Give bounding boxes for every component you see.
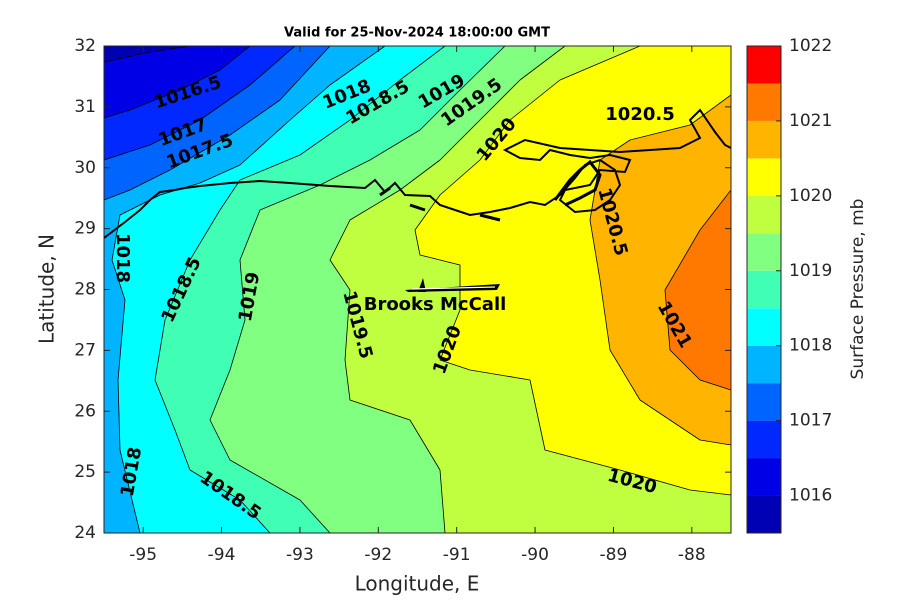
x-tick-label: -94 <box>208 545 236 565</box>
colorbar-band <box>747 46 781 84</box>
contour-line <box>104 46 331 201</box>
colorbar-band <box>747 120 781 159</box>
contour-line <box>111 46 386 533</box>
contour-line <box>209 46 506 533</box>
colorbar-tick-label: 1018 <box>789 336 832 356</box>
x-tick-label: -89 <box>600 545 628 565</box>
contour-label: 1020.5 <box>605 104 674 125</box>
y-tick-label: 29 <box>74 219 96 239</box>
contour-line <box>589 94 731 446</box>
colorbar-tick-label: 1020 <box>789 186 832 206</box>
colorbar-band <box>747 83 781 121</box>
ship-deck <box>411 286 496 290</box>
x-tick-label: -88 <box>678 545 706 565</box>
colorbar-label: Surface Pressure, mb <box>848 199 868 380</box>
colorbar-tick-label: 1022 <box>789 36 832 56</box>
x-tick-label: -95 <box>129 545 157 565</box>
contour-line <box>154 46 446 533</box>
y-tick-label: 24 <box>74 523 96 543</box>
y-tick-label: 25 <box>74 462 96 482</box>
x-tick-label: -90 <box>521 545 549 565</box>
x-tick-label: -91 <box>443 545 471 565</box>
colorbar-band <box>747 383 781 421</box>
x-axis-label: Longitude, E <box>355 572 480 596</box>
contour-line <box>104 46 251 119</box>
coastline-detail <box>379 159 602 222</box>
ship <box>405 278 500 292</box>
colorbar-band <box>747 158 781 196</box>
colorbar-tick-label: 1016 <box>789 486 832 506</box>
colorbar-frame <box>746 45 782 534</box>
contour-line <box>104 46 191 63</box>
colorbar: 1016 1017 1018 1019 1020 1021 1022 <box>746 36 832 534</box>
coastline <box>104 108 731 239</box>
colorbar-tick-label: 1021 <box>789 111 832 131</box>
colorbar-band <box>747 420 781 459</box>
y-axis-label: Latitude, N <box>35 234 59 344</box>
colorbar-band <box>747 495 781 533</box>
colorbar-band <box>747 270 781 309</box>
colorbar-tick-label: 1019 <box>789 261 832 281</box>
y-tick-label: 27 <box>74 340 96 360</box>
y-tick-label: 32 <box>74 36 96 56</box>
contour-line <box>664 189 731 391</box>
contour-line <box>329 46 566 533</box>
y-tick-label: 31 <box>74 97 96 117</box>
colorbar-tick-label: 1017 <box>789 411 832 431</box>
contour-line <box>104 46 296 161</box>
colorbar-band <box>747 458 781 496</box>
y-tick-label: 28 <box>74 280 96 300</box>
colorbar-band <box>747 308 781 346</box>
colorbar-band <box>747 233 781 271</box>
x-tick-label: -92 <box>364 545 392 565</box>
region <box>665 190 731 390</box>
x-tick-label: -93 <box>286 545 314 565</box>
contour-label: 1018 <box>112 233 133 283</box>
ship-label: Brooks McCall <box>364 294 507 315</box>
colorbar-band <box>747 345 781 384</box>
y-tick-label: 30 <box>74 158 96 178</box>
contour-lines <box>104 46 731 533</box>
y-tick-label: 26 <box>74 401 96 421</box>
colorbar-band <box>747 195 781 234</box>
chart-title: Valid for 25-Nov-2024 18:00:00 GMT <box>284 26 550 41</box>
